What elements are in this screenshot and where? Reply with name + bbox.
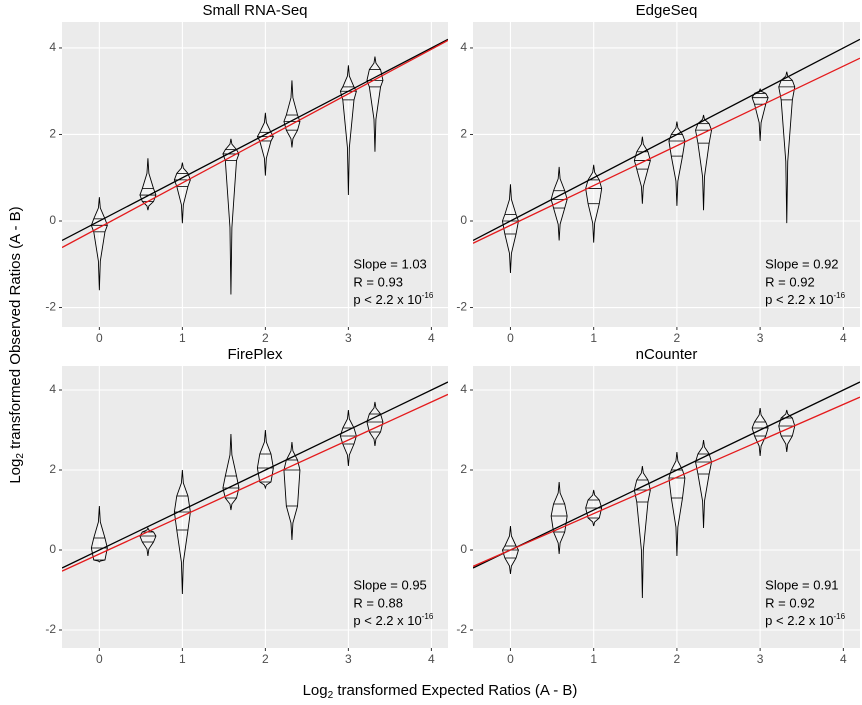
y-axis-title-main: Log	[7, 459, 24, 484]
y-tick-label: 4	[49, 40, 56, 54]
x-tick-label: 2	[674, 652, 681, 666]
annotation-p-text: p < 2.2 x 10	[765, 292, 833, 307]
y-tick-label: 4	[460, 382, 467, 396]
x-tick-label: 4	[840, 652, 847, 666]
x-tick-label: 1	[179, 331, 186, 345]
annotation-p-text: p < 2.2 x 10	[353, 613, 421, 628]
regression-line	[473, 38, 860, 242]
annotation-slope: Slope = 1.03	[353, 256, 426, 271]
y-tick-label: -2	[456, 300, 467, 314]
y-axis-title-sub: 2	[15, 453, 26, 459]
regression-line	[62, 381, 448, 569]
y-tick-label: -2	[45, 300, 56, 314]
x-tick-label: 1	[179, 652, 186, 666]
x-tick-label: 2	[262, 331, 269, 345]
y-tick-label: -2	[456, 622, 467, 636]
y-tick-label: 2	[49, 127, 56, 141]
x-tick-label: 3	[345, 652, 352, 666]
x-tick-label: 0	[96, 652, 103, 666]
y-tick-label: 0	[460, 213, 467, 227]
x-tick-label: 3	[757, 652, 764, 666]
x-axis-title-rest: transformed Expected Ratios (A - B)	[333, 682, 577, 699]
x-axis-title-main: Log	[303, 682, 328, 699]
x-tick-label: 1	[590, 652, 597, 666]
panel-title: EdgeSeq	[636, 2, 698, 19]
regression-line	[473, 57, 860, 244]
y-tick-label: 2	[460, 462, 467, 476]
x-tick-label: 3	[345, 331, 352, 345]
panel-title: nCounter	[636, 346, 698, 363]
x-axis-title: Log2 transformed Expected Ratios (A - B)	[303, 682, 578, 701]
x-tick-label: 3	[757, 331, 764, 345]
panel-title: Small RNA-Seq	[202, 2, 307, 19]
x-tick-label: 1	[590, 331, 597, 345]
y-tick-label: 0	[49, 213, 56, 227]
y-tick-label: 4	[460, 40, 467, 54]
y-axis-title: Log2 transformed Observed Ratios (A - B)	[7, 206, 26, 483]
annotation-p: p < 2.2 x 10-16	[353, 612, 433, 628]
x-tick-label: 4	[428, 331, 435, 345]
y-tick-label: 0	[49, 542, 56, 556]
x-tick-label: 0	[96, 331, 103, 345]
annotation-p: p < 2.2 x 10-16	[765, 612, 845, 628]
y-tick-label: 0	[460, 542, 467, 556]
annotation-slope: Slope = 0.91	[765, 577, 838, 592]
annotation-r: R = 0.88	[353, 595, 403, 610]
plot-area	[62, 381, 448, 595]
regression-line	[473, 396, 860, 567]
annotation-p-text: p < 2.2 x 10	[353, 292, 421, 307]
y-tick-label: 4	[49, 382, 56, 396]
x-tick-label: 0	[507, 652, 514, 666]
annotation-p-exponent: -16	[833, 612, 845, 621]
x-tick-label: 2	[262, 652, 269, 666]
annotation-p-text: p < 2.2 x 10	[765, 613, 833, 628]
plot-area	[473, 38, 860, 273]
plot-area	[62, 38, 448, 295]
y-tick-label: 2	[49, 462, 56, 476]
annotation-p-exponent: -16	[422, 291, 434, 300]
annotation-p: p < 2.2 x 10-16	[765, 291, 845, 307]
y-axis-title-rest: transformed Observed Ratios (A - B)	[7, 206, 24, 453]
annotation-slope: Slope = 0.95	[353, 577, 426, 592]
y-tick-label: -2	[45, 622, 56, 636]
annotation-p: p < 2.2 x 10-16	[353, 291, 433, 307]
panel-title: FirePlex	[227, 346, 283, 363]
x-tick-label: 4	[840, 331, 847, 345]
annotation-r: R = 0.93	[353, 274, 403, 289]
regression-line	[62, 38, 448, 242]
annotation-p-exponent: -16	[422, 612, 434, 621]
x-tick-label: 4	[428, 652, 435, 666]
annotation-r: R = 0.92	[765, 595, 815, 610]
plot-area	[473, 381, 860, 599]
y-tick-label: 2	[460, 127, 467, 141]
x-tick-label: 0	[507, 331, 514, 345]
regression-line	[473, 381, 860, 569]
x-axis-title-sub: 2	[328, 690, 334, 701]
regression-line	[62, 39, 448, 249]
annotation-r: R = 0.92	[765, 274, 815, 289]
annotation-p-exponent: -16	[833, 291, 845, 300]
regression-line	[62, 393, 448, 572]
x-tick-label: 2	[674, 331, 681, 345]
annotation-slope: Slope = 0.92	[765, 256, 838, 271]
